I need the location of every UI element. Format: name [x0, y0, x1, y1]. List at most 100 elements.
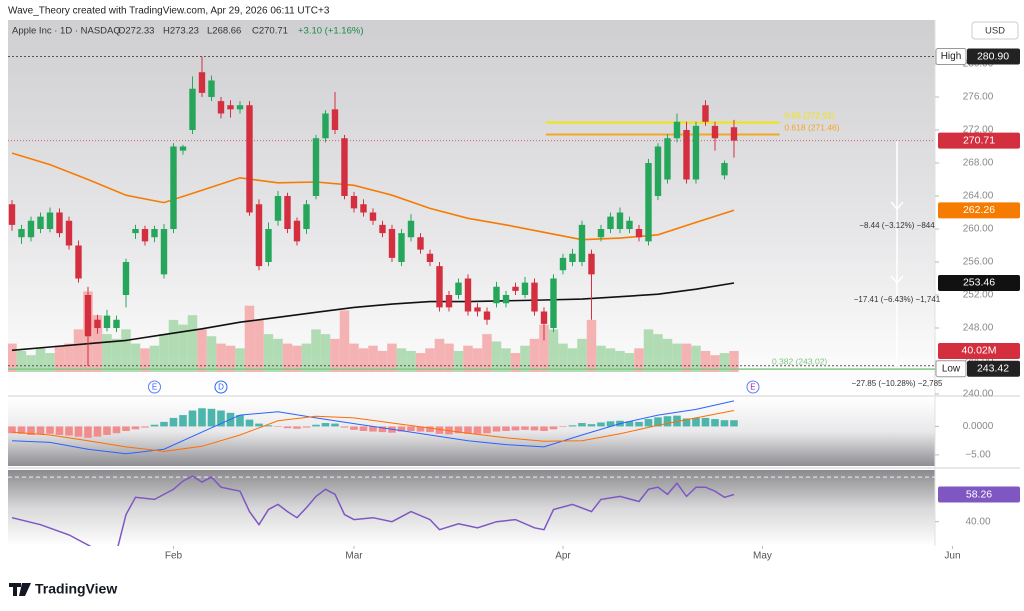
- volume-bar: [254, 319, 264, 372]
- macd-histogram-bar: [131, 426, 140, 430]
- macd-histogram-bar: [93, 426, 102, 437]
- candle-body: [407, 220, 415, 238]
- volume-bar: [197, 329, 207, 372]
- currency-box[interactable]: [971, 21, 1019, 40]
- candle-body: [303, 204, 310, 229]
- macd-histogram-bar: [188, 410, 197, 427]
- volume-bar: [501, 348, 511, 372]
- event-marker: [746, 380, 760, 394]
- volume-bar: [425, 348, 435, 372]
- rsi-plot: [8, 475, 935, 546]
- high-value-box: [967, 48, 1020, 65]
- last-price-label: 270.71: [963, 134, 995, 146]
- candle-body: [388, 228, 396, 258]
- volume-bar: [491, 341, 502, 372]
- moving-average: [11, 282, 735, 352]
- y-tick-label: −5.00: [965, 450, 991, 461]
- rsi-pane: [8, 470, 935, 546]
- macd-histogram-bar: [663, 416, 672, 427]
- volume-bar: [330, 338, 340, 372]
- volume-bar: [520, 345, 530, 372]
- moving-average: [11, 152, 735, 241]
- macd-histogram-bar: [255, 423, 263, 427]
- low-value: 243.42: [977, 363, 1009, 375]
- macd-histogram-bar: [74, 426, 83, 437]
- macd-histogram-bar: [27, 426, 35, 435]
- volume-bar: [111, 338, 122, 372]
- candle-body: [227, 105, 234, 110]
- candle-body: [664, 138, 671, 180]
- candle-body: [578, 224, 586, 262]
- y-tick-label: 260.00: [963, 224, 994, 235]
- candle-body: [217, 101, 225, 114]
- volume-bar: [406, 350, 416, 372]
- macd-histogram-bar: [435, 426, 444, 434]
- candle-body: [284, 195, 291, 229]
- macd-histogram-bar: [730, 420, 738, 427]
- fib-label: 0.382 (243.02): [772, 356, 827, 366]
- candle-body: [588, 253, 595, 275]
- main-pane: [8, 20, 935, 395]
- volume-bar: [615, 350, 625, 372]
- candle-body: [274, 195, 282, 221]
- volume-bar: [358, 348, 369, 372]
- volume-bar: [235, 348, 245, 372]
- macd-histogram-bar: [654, 417, 662, 427]
- volume-bar: [149, 345, 160, 372]
- candle-body: [160, 228, 168, 275]
- macd-histogram-bar: [236, 415, 244, 427]
- candle-body: [84, 295, 92, 337]
- watermark-header: Wave_Theory created with TradingView.com…: [8, 6, 330, 17]
- footer-brand: TradingView: [35, 581, 117, 597]
- measure-label: −8.44 (−3.12%) −844: [859, 221, 935, 230]
- macd-histogram-bar: [122, 426, 130, 431]
- ma-price-label-box: [938, 274, 1020, 291]
- volume-label-box: [938, 342, 1020, 359]
- candle-body: [132, 228, 139, 234]
- macd-histogram-bar: [283, 426, 292, 429]
- candle-body: [502, 295, 510, 304]
- volume-bar: [700, 350, 711, 372]
- rsi-line: [11, 475, 735, 546]
- volume-bar: [710, 355, 720, 372]
- event-label: E: [152, 383, 157, 392]
- candle-body: [616, 212, 624, 229]
- macd-histogram-bar: [511, 426, 520, 431]
- high-tag: High: [941, 51, 962, 62]
- volume-bar: [225, 345, 236, 372]
- macd-histogram-bar: [36, 426, 45, 435]
- candle-body: [8, 204, 16, 225]
- macd-histogram-bar: [587, 424, 596, 427]
- candle-body: [151, 228, 158, 238]
- volume-bar: [121, 329, 131, 372]
- y-tick-label: 252.00: [963, 290, 994, 301]
- macd-histogram-bar: [264, 425, 273, 427]
- candle-body: [179, 146, 187, 151]
- macd-histogram-bar: [312, 424, 320, 427]
- macd-histogram-bar: [483, 426, 491, 434]
- macd-histogram-bar: [502, 426, 510, 431]
- y-tick-label: 240.00: [963, 389, 994, 400]
- volume-bar: [140, 348, 150, 372]
- macd-histogram-bar: [407, 426, 415, 431]
- volume-bar: [482, 334, 492, 372]
- volume-bar: [8, 343, 17, 372]
- candle-body: [493, 286, 500, 304]
- candle-body: [170, 146, 177, 229]
- candle-body: [293, 220, 301, 242]
- ohlc-value: C270.71: [252, 26, 288, 37]
- volume-bar: [472, 348, 483, 372]
- measure-label: −17.41 (−6.43%) −1,741: [854, 295, 941, 304]
- macd-histogram-bar: [644, 419, 653, 427]
- macd-histogram-bar: [568, 425, 577, 427]
- macd-histogram-bar: [711, 419, 719, 427]
- macd-histogram-bar: [55, 426, 64, 435]
- y-tick-label: 272.00: [963, 125, 994, 136]
- candle-body: [702, 105, 709, 122]
- volume-bar: [567, 348, 578, 372]
- candle-body: [730, 127, 738, 141]
- volume-bar: [244, 305, 255, 372]
- volume-bar: [453, 350, 464, 372]
- macd-line: [11, 410, 735, 452]
